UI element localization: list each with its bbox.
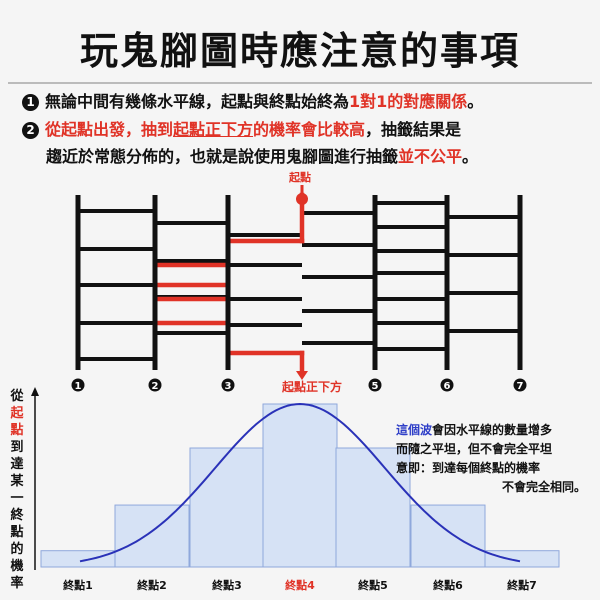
column-number-badge — [71, 378, 85, 392]
axis-label-char: 從 — [10, 389, 24, 404]
category-label: 終點5 — [358, 578, 388, 592]
probability-bar — [484, 550, 560, 568]
axis-label-char: 點 — [10, 525, 24, 540]
column-number: 1 — [75, 381, 82, 392]
category-label: 終點6 — [433, 578, 463, 592]
note-2-line2-end: 。 — [462, 147, 479, 166]
probability-bar — [189, 447, 265, 568]
column-number-badge — [148, 378, 162, 392]
category-label: 終點1 — [63, 578, 93, 592]
category-label: 終點3 — [212, 578, 242, 592]
probability-axis-label: 從起點到達某一終點的機率 — [8, 388, 26, 592]
axis-label-char: 起 — [10, 406, 24, 421]
wave-note-line1: 會因水平線的數量增多 — [432, 423, 553, 437]
probability-bar — [114, 504, 190, 568]
note-2-part3: 的機率會比較高 — [253, 120, 366, 139]
axis-label-char: 點 — [10, 423, 24, 438]
note-2: 2 從起點出發，抽到起點正下方的機率會比較高，抽籤結果是 — [22, 118, 461, 142]
wave-note-line4: 不會完全相同。 — [501, 480, 586, 494]
column-number-badge — [513, 378, 527, 392]
ladder-diagram: 起點 1 2 3 5 6 7 起點正下方 — [71, 170, 527, 394]
y-axis-arrow-icon — [31, 387, 39, 396]
axis-label-char: 的 — [10, 542, 24, 557]
note-1-text: 無論中間有幾條水平線，起點與終點始終為 — [45, 92, 350, 111]
column-number: 2 — [152, 381, 159, 392]
column-number: 3 — [225, 381, 232, 392]
axis-label-char: 終 — [10, 508, 24, 523]
note-1: 1 無論中間有幾條水平線，起點與終點始終為1對1的對應關係。 — [22, 90, 483, 114]
ladder-rungs — [78, 201, 520, 361]
start-point-icon — [296, 193, 308, 205]
page-title: 玩鬼腳圖時應注意的事項 — [79, 29, 520, 73]
directly-below-label: 起點正下方 — [281, 379, 342, 394]
category-labels: 終點1 終點2 終點3 終點4 終點5 終點6 終點7 — [63, 578, 537, 592]
axis-label-char: 某 — [10, 474, 24, 489]
column-number-badge — [221, 378, 235, 392]
normal-curve — [79, 402, 521, 563]
wave-note: 這個波會因水平線的數量增多 而隨之平坦，但不會完全平坦 意即：到達每個終點的機率… — [396, 421, 592, 497]
start-point-label: 起點 — [288, 170, 311, 184]
column-number: 6 — [444, 381, 451, 392]
axis-label-char: 率 — [10, 576, 24, 591]
title-divider — [8, 82, 592, 84]
probability-distribution: 終點1 終點2 終點3 終點4 終點5 終點6 終點7 — [31, 387, 560, 592]
note-2-part1: 從起點出發，抽到 — [45, 120, 174, 139]
wave-note-keyword: 這個波 — [396, 423, 433, 437]
probability-bar — [410, 504, 486, 568]
note-2-part2: 起點正下方 — [173, 120, 254, 139]
distribution-bars — [40, 403, 560, 568]
category-label: 終點7 — [507, 578, 537, 592]
column-numbers: 1 2 3 5 6 7 — [71, 378, 527, 392]
note-2-line2-highlight: 並不公平 — [398, 147, 463, 166]
ladder-rails — [75, 185, 523, 370]
column-number-badge — [368, 378, 382, 392]
column-number-badge — [440, 378, 454, 392]
note-2-part4: ，抽籤結果是 — [365, 120, 462, 139]
note-1-highlight: 1對1的對應關係 — [349, 92, 468, 111]
category-label: 終點4 — [285, 578, 315, 592]
note-2-line2: 趨近於常態分佈的，也就是說使用鬼腳圖進行抽籤並不公平。 — [46, 145, 478, 169]
path-arrow-icon — [296, 371, 308, 380]
note-2-number: 2 — [22, 122, 39, 139]
category-label: 終點2 — [137, 578, 167, 592]
column-number: 7 — [517, 381, 524, 392]
note-2-line2-text: 趨近於常態分佈的，也就是說使用鬼腳圖進行抽籤 — [46, 147, 399, 166]
note-1-end: 。 — [467, 92, 484, 111]
probability-bar — [335, 447, 411, 568]
probability-bar — [262, 403, 338, 568]
note-1-number: 1 — [22, 94, 39, 111]
probability-bar — [40, 550, 116, 568]
axis-label-char: 到 — [10, 440, 24, 455]
axis-label-char: 機 — [10, 559, 24, 574]
axis-label-char: 達 — [10, 457, 24, 472]
wave-note-line3: 意即：到達每個終點的機率 — [396, 461, 541, 475]
column-number: 5 — [372, 381, 379, 392]
wave-note-line2: 而隨之平坦，但不會完全平坦 — [396, 442, 553, 456]
axis-label-char: 一 — [10, 491, 24, 506]
